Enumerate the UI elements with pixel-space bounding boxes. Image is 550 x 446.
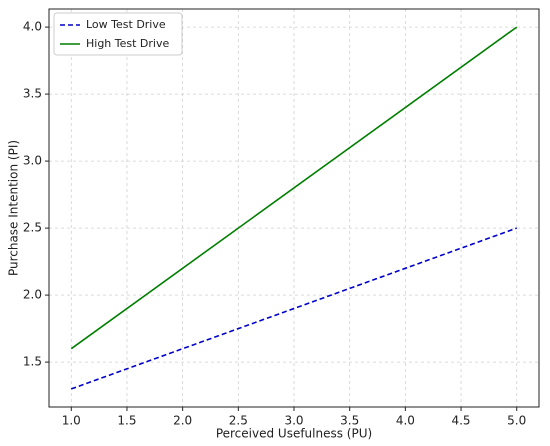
y-tick-label: 3.5 [23, 87, 42, 101]
x-tick-label: 2.5 [229, 414, 248, 428]
x-tick-label: 5.0 [507, 414, 526, 428]
y-tick-label: 4.0 [23, 20, 42, 34]
x-axis-label: Perceived Usefulness (PU) [216, 427, 372, 441]
x-tick-label: 3.0 [284, 414, 303, 428]
line [70, 26, 518, 350]
line [71, 227, 517, 390]
x-tick-label: 3.5 [340, 414, 359, 428]
y-tick-label: 2.5 [23, 221, 42, 235]
x-tick-label: 4.5 [451, 414, 470, 428]
x-tick-label: 1.0 [62, 414, 81, 428]
y-tick-label: 2.0 [23, 288, 42, 302]
x-tick-label: 4.0 [396, 414, 415, 428]
x-tick-label: 2.0 [173, 414, 192, 428]
legend-box [53, 12, 183, 56]
y-axis-label: Purchase Intention (PI) [7, 140, 21, 276]
x-tick-label: 1.5 [117, 414, 136, 428]
y-tick-label: 3.0 [23, 154, 42, 168]
plot-frame [48, 8, 540, 408]
legend-label: High Test Drive [86, 37, 169, 50]
legend-label: Low Test Drive [86, 18, 166, 31]
y-tick-label: 1.5 [23, 355, 42, 369]
